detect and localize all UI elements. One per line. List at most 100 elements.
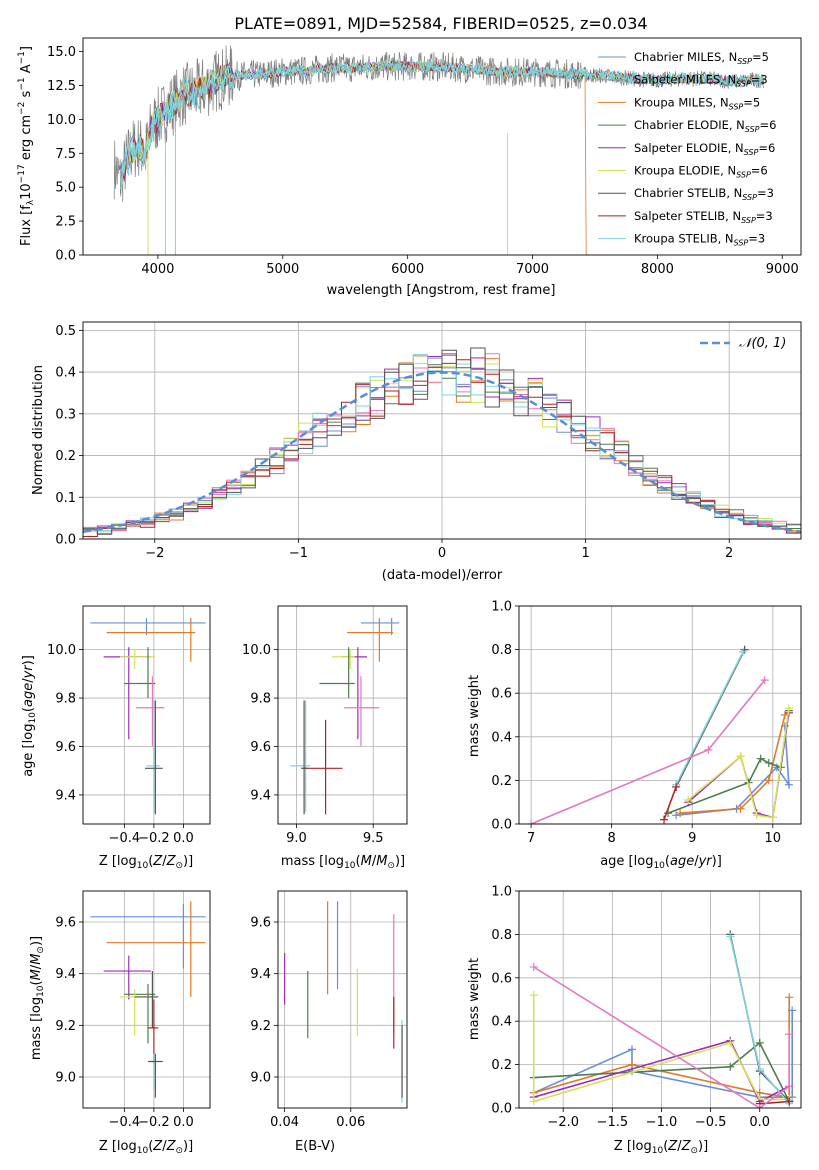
age-mass-weight-y-tick-label: 0.8: [491, 643, 512, 658]
age-mass-weight-y-label: mass weight: [467, 675, 482, 757]
legend-entry: Salpeter MILES, NSSP=3: [634, 73, 768, 89]
metallicity-age-x-label: Z [log10(Z/Z⊙)]: [99, 854, 193, 871]
errorbar-marker: [304, 719, 343, 815]
metallicity-age-frame: [82, 605, 211, 825]
mass-weight-point: [672, 782, 681, 791]
mass-weight-point: [676, 809, 685, 818]
legend-value: =6: [760, 118, 777, 132]
extinction-mass-x-tick-label: 0.06: [336, 1115, 365, 1130]
mass-weight-point: [660, 815, 669, 824]
histogram-y-label: Normed distribution: [31, 365, 46, 495]
mass-weight-point: [627, 1060, 636, 1069]
metallicity-mass-weight-x-tick-label: −1.5: [597, 1115, 629, 1130]
residual-histogram-panel: −2 −1 0 1 2 0.0 0.1 0.2 0.3 0.4 0.5 𝒩(0, 1) (data-m…: [31, 321, 802, 583]
normal-reference-curve: [83, 371, 801, 533]
errorbar-marker: [147, 1053, 163, 1098]
mass-age-x-tick-label: 9.0: [286, 831, 307, 846]
metallicity-age-x-tick-label: −0.4: [109, 831, 141, 846]
metallicity-mass-weight-panel: −2.0 −1.5 −1.0 −0.5 0.0 0.0 0.2 0.4 0.6 0.8 1.0 Z …: [467, 885, 802, 1156]
mass-weight-point: [756, 754, 765, 763]
errorbar-marker: [347, 618, 394, 662]
legend-subscript: SSP: [734, 239, 749, 248]
mass-weight-point: [785, 1082, 794, 1091]
mass-age-y-tick-label: 10.0: [242, 643, 271, 658]
legend-entry: Kroupa MILES, NSSP=5: [634, 95, 760, 111]
mass-weight-point: [704, 745, 713, 754]
errorbar-marker: [106, 901, 206, 997]
spectrum-x-tick-label: 9000: [766, 262, 799, 277]
histogram-y-tick-label: 0.2: [55, 449, 76, 464]
legend-entry: Kroupa ELODIE, NSSP=6: [634, 164, 768, 180]
histogram-x-label: (data-model)/error: [382, 568, 503, 583]
mass-weight-point: [684, 796, 693, 805]
extinction-mass-ticks: 0.04 0.06 9.0 9.2 9.4 9.6: [250, 916, 365, 1131]
spectrum-x-tick-label: 8000: [641, 262, 674, 277]
spectrum-data: [113, 45, 764, 255]
legend-value: =6: [751, 164, 768, 178]
metallicity-mass-frame: [82, 890, 211, 1109]
age-mass-weight-y-tick-label: 1.0: [491, 600, 512, 615]
metallicity-mass-y-tick-label: 9.0: [55, 1071, 76, 1086]
metallicity-age-y-tick-label: 9.4: [55, 788, 76, 803]
mass-weight-series: [527, 676, 769, 824]
mass-weight-point: [785, 1097, 794, 1106]
mass-weight-point: [736, 752, 745, 761]
metallicity-mass-weight-y-tick-label: 1.0: [491, 885, 512, 900]
legend-entry: Kroupa STELIB, NSSP=3: [634, 232, 765, 248]
histogram-data: [83, 347, 801, 539]
metallicity-age-y-label: age [log10(age/yr)]: [21, 655, 38, 777]
mass-weight-point: [627, 1045, 636, 1054]
mass-age-ticks: 9.0 9.5 9.4 9.6 9.8 10.0: [242, 643, 384, 846]
spectrum-y-tick-label: 15.0: [47, 45, 76, 60]
mass-weight-point: [768, 813, 777, 822]
errorbar-marker: [103, 647, 151, 740]
mass-weight-line: [663, 786, 677, 820]
extinction-mass-y-tick-label: 9.2: [250, 1019, 271, 1034]
extinction-mass-plot-area: 0.04 0.06 9.0 9.2 9.4 9.6: [250, 890, 408, 1131]
spectrum-x-tick-label: 7000: [516, 262, 549, 277]
residual-histogram-step: [83, 347, 801, 539]
extinction-mass-x-label: E(B-V): [295, 1139, 335, 1154]
legend-value: =3: [756, 209, 773, 223]
metallicity-mass-y-tick-label: 9.2: [55, 1019, 76, 1034]
extinction-mass-panel: 0.04 0.06 9.0 9.2 9.4 9.6 E(B-V): [250, 890, 408, 1154]
mass-weight-line: [759, 1100, 790, 1105]
age-mass-weight-x-tick-label: 9: [688, 831, 696, 846]
metallicity-mass-weight-frame: [518, 890, 802, 1109]
metallicity-mass-y-tick-label: 9.4: [55, 967, 76, 982]
histogram-y-tick-label: 0.0: [55, 533, 76, 548]
mass-weight-line: [530, 679, 766, 824]
metallicity-age-y-tick-label: 9.6: [55, 740, 76, 755]
legend-value: =5: [752, 50, 769, 64]
metallicity-age-data: [90, 618, 206, 815]
mass-weight-point: [752, 811, 761, 820]
mass-weight-point: [726, 932, 735, 941]
errorbar-marker: [124, 647, 156, 699]
errorbar-marker: [90, 903, 206, 969]
age-mass-weight-frame: [518, 605, 802, 825]
spectrum-title: PLATE=0891, MJD=52584, FIBERID=0525, z=0…: [234, 14, 647, 33]
legend-subscript: SSP: [729, 102, 744, 111]
mass-weight-series: [529, 962, 794, 1108]
metallicity-mass-weight-x-tick-label: −0.5: [695, 1115, 727, 1130]
mass-age-panel: 9.0 9.5 9.4 9.6 9.8 10.0 mass [log10(M/M⊙)]: [242, 605, 408, 871]
metallicity-mass-weight-y-tick-label: 0.2: [491, 1058, 512, 1073]
mass-age-x-label: mass [log10(M/M⊙)]: [281, 854, 405, 871]
spectrum-x-tick-label: 4000: [141, 262, 174, 277]
mass-weight-point: [726, 1062, 735, 1071]
extinction-mass-data: [284, 901, 403, 1103]
metallicity-mass-weight-x-tick-label: −1.0: [646, 1115, 678, 1130]
histogram-y-tick-label: 0.3: [55, 407, 76, 422]
mass-weight-point: [726, 1038, 735, 1047]
metallicity-mass-x-tick-label: −0.4: [109, 1115, 141, 1130]
mass-weight-point: [784, 704, 793, 713]
errorbar-marker: [319, 647, 355, 699]
metallicity-mass-y-tick-label: 9.6: [55, 916, 76, 931]
mass-weight-point: [740, 645, 749, 654]
legend-entry: Salpeter ELODIE, NSSP=6: [634, 141, 775, 157]
extinction-mass-frame: [277, 890, 408, 1109]
legend-subscript: SSP: [745, 125, 760, 134]
mass-weight-point: [755, 1038, 764, 1047]
extinction-mass-y-tick-label: 9.4: [250, 967, 271, 982]
histogram-x-tick-label: 1: [581, 546, 589, 561]
